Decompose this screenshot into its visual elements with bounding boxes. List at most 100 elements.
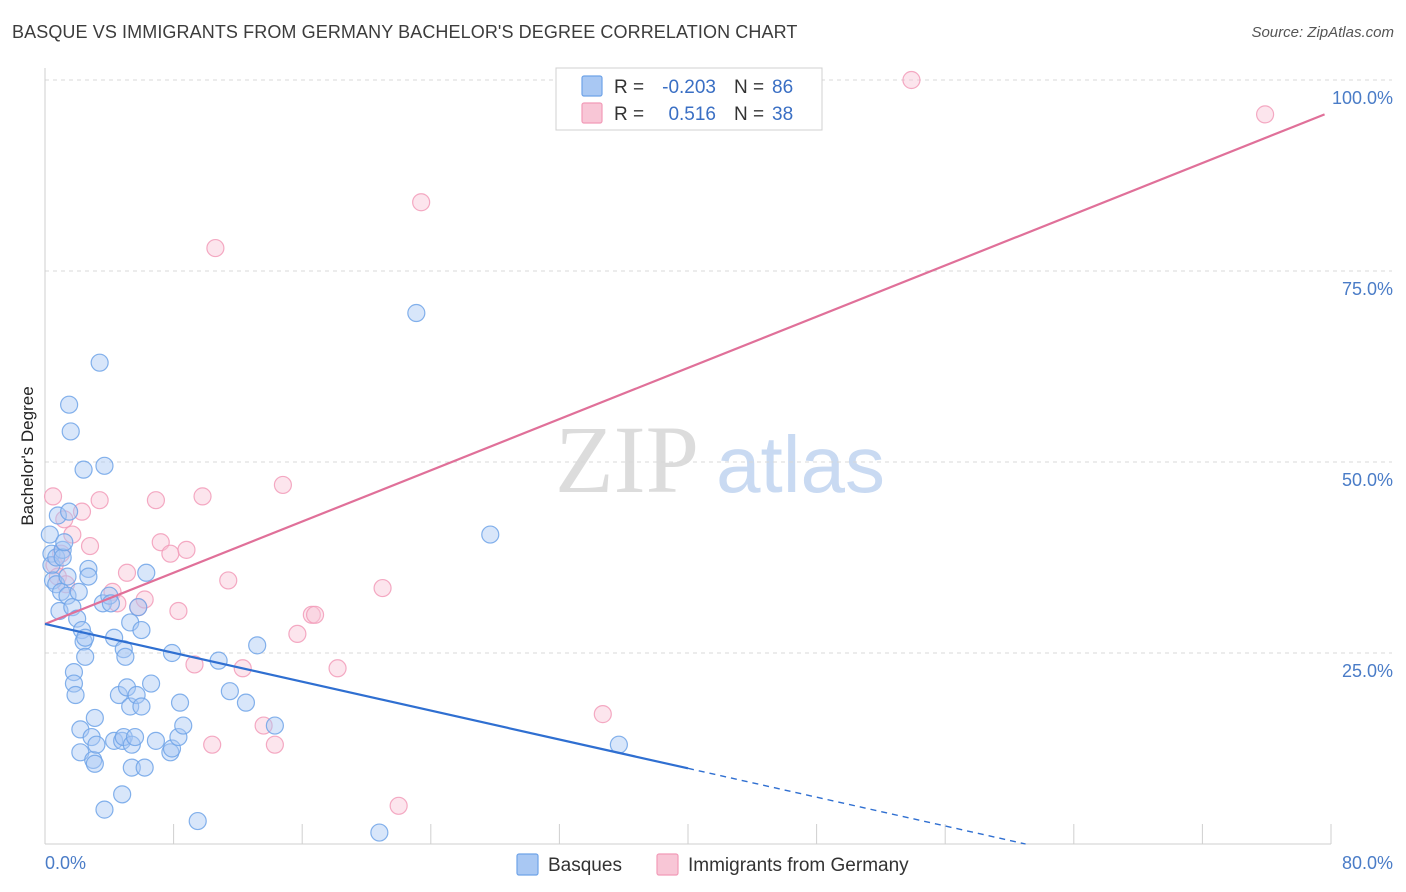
germany-n-value: 38 <box>772 104 793 125</box>
basques-point <box>79 559 98 579</box>
basques-point <box>370 823 389 842</box>
basques-point <box>135 758 154 777</box>
watermark: ZIP atlas <box>555 406 885 513</box>
basques-point <box>58 567 77 586</box>
germany-point <box>135 590 154 609</box>
basques-n-value: 86 <box>772 77 793 98</box>
trend-lines <box>44 113 1325 845</box>
legend-basques-label: Basques <box>548 855 622 876</box>
basques-point <box>169 727 188 747</box>
legend-germany-label: Immigrants from Germany <box>688 855 909 876</box>
axes <box>44 68 1332 845</box>
basques-point <box>47 548 66 567</box>
germany-point <box>161 544 180 563</box>
germany-point <box>389 796 408 815</box>
basques-point <box>74 460 93 479</box>
basques-point <box>85 708 104 728</box>
germany-trend-line <box>44 113 1325 625</box>
basques-point <box>407 303 426 323</box>
basques-point <box>146 731 166 750</box>
germany-point <box>219 571 238 590</box>
basques-point <box>162 739 182 758</box>
germany-n-label: N = <box>734 104 764 125</box>
legend-basques-swatch <box>516 853 539 876</box>
watermark-atlas: atlas <box>716 420 885 509</box>
chart-title: BASQUE VS IMMIGRANTS FROM GERMANY BACHEL… <box>12 22 798 42</box>
basques-point <box>248 636 267 655</box>
germany-point <box>117 563 137 582</box>
basques-trend-line <box>44 622 689 770</box>
basques-point <box>132 620 151 640</box>
germany-point <box>206 238 225 258</box>
basques-point <box>236 693 256 712</box>
basques-swatch <box>581 75 603 97</box>
germany-point <box>177 540 196 559</box>
basques-point <box>122 758 141 777</box>
basques-point <box>132 697 151 716</box>
y-tick-label: 75.0% <box>1342 279 1393 299</box>
basques-n-label: N = <box>734 77 764 98</box>
y-tick-label: 50.0% <box>1342 470 1393 490</box>
basques-point <box>69 582 88 601</box>
germany-point <box>90 491 109 510</box>
basques-point <box>129 598 148 617</box>
x-tick-label: 80.0% <box>1342 853 1393 873</box>
basques-point <box>188 811 207 831</box>
basques-point <box>127 685 146 705</box>
germany-swatch <box>581 102 603 124</box>
germany-point <box>373 578 392 598</box>
basques-point <box>90 353 109 372</box>
germany-r-label: R = <box>614 104 644 125</box>
germany-point <box>80 536 100 556</box>
basques-point <box>61 422 80 441</box>
basques-r-label: R = <box>614 77 644 98</box>
stats-legend: R = -0.203 N = 86 R = 0.516 N = 38 <box>555 67 823 131</box>
germany-point <box>412 193 431 212</box>
basques-trend-extension <box>687 767 1026 845</box>
basques-point <box>53 548 72 567</box>
germany-point <box>593 705 612 724</box>
basques-point <box>48 506 67 525</box>
x-tick-label: 0.0% <box>45 853 86 873</box>
germany-point <box>328 659 347 678</box>
basques-point <box>76 647 95 666</box>
watermark-zip: ZIP <box>555 406 699 513</box>
basques-point <box>141 674 161 693</box>
germany-point <box>169 601 188 621</box>
y-tick-label: 100.0% <box>1332 88 1393 108</box>
basques-point <box>58 586 77 605</box>
basques-point <box>64 674 84 693</box>
germany-point <box>185 655 204 674</box>
basques-points <box>40 303 628 842</box>
y-tick-labels: 25.0% 50.0% 75.0% 100.0% <box>1332 88 1393 681</box>
germany-point <box>146 491 166 510</box>
basques-point <box>40 525 59 544</box>
basques-point <box>137 563 156 582</box>
basques-point <box>95 800 114 819</box>
germany-point <box>288 624 307 644</box>
basques-point <box>55 533 74 552</box>
basques-point <box>113 785 132 804</box>
basques-point <box>170 693 190 712</box>
x-tick-labels: 0.0% 80.0% <box>45 853 1393 873</box>
basques-point <box>125 727 145 747</box>
basques-point <box>117 678 137 697</box>
legend-germany-swatch <box>656 853 679 876</box>
grid-lines <box>45 79 1392 654</box>
bottom-legend: Basques Immigrants from Germany <box>516 853 909 876</box>
basques-point <box>116 647 135 666</box>
y-axis-label: Bachelor's Degree <box>18 386 37 525</box>
germany-point <box>273 475 293 495</box>
basques-r-value: -0.203 <box>662 77 716 98</box>
basques-point <box>95 456 114 475</box>
basques-point <box>60 502 79 521</box>
basques-point <box>265 716 284 735</box>
germany-point <box>1255 105 1275 124</box>
basques-point <box>87 735 106 754</box>
basques-point <box>79 567 98 586</box>
basques-point <box>481 525 500 544</box>
basques-point <box>66 685 85 705</box>
germany-point <box>203 735 222 754</box>
basques-point <box>60 395 79 414</box>
